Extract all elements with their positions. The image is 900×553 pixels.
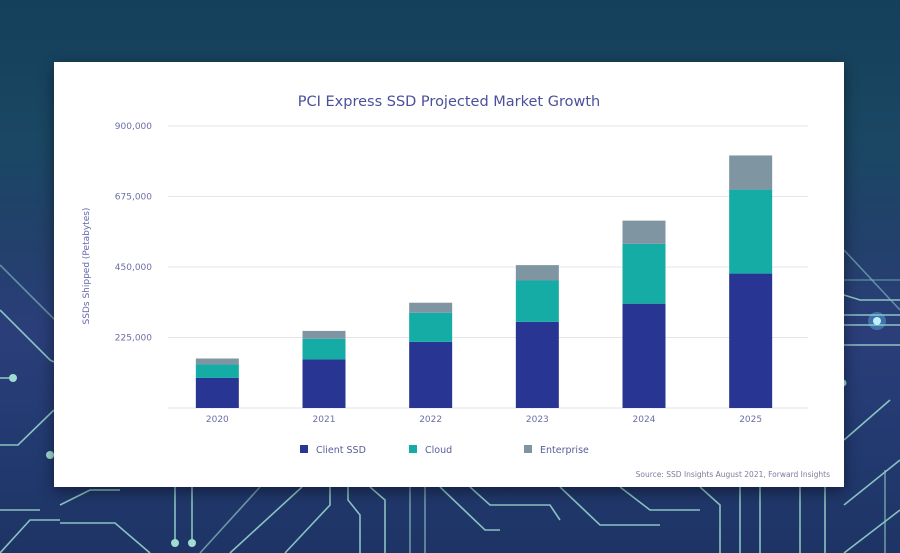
x-axis-ticks: 2020 2021 2022 2023 2024 2025 <box>206 415 762 425</box>
y-tick-label: 675,000 <box>115 193 152 203</box>
legend-swatch <box>300 445 308 453</box>
source-note: Source: SSD Insights August 2021, Forwar… <box>636 470 830 479</box>
bar-enterprise-2025 <box>729 155 773 190</box>
bar-stack-2024 <box>622 220 666 408</box>
bars <box>195 155 773 408</box>
bar-stack-2023 <box>515 265 559 408</box>
y-axis-ticks: 225,000 450,000 675,000 900,000 <box>115 122 152 344</box>
x-tick-label: 2021 <box>313 415 336 425</box>
x-tick-label: 2023 <box>526 415 549 425</box>
bar-enterprise-2021 <box>302 330 346 339</box>
x-tick-label: 2022 <box>419 415 442 425</box>
y-tick-label: 225,000 <box>115 334 152 344</box>
y-axis-label: SSDs Shipped (Petabytes) <box>82 208 92 325</box>
bar-cloud-2024 <box>622 243 666 304</box>
gridlines <box>168 125 808 409</box>
bar-cloud-2025 <box>729 189 773 274</box>
stacked-bar-chart: PCI Express SSD Projected Market Growth … <box>82 94 830 479</box>
bar-client-ssd-2020 <box>195 377 239 408</box>
bar-stack-2025 <box>729 155 773 408</box>
chart-title: PCI Express SSD Projected Market Growth <box>298 94 600 110</box>
y-tick-label: 900,000 <box>115 122 152 132</box>
bar-enterprise-2020 <box>195 358 239 365</box>
bar-client-ssd-2021 <box>302 359 346 408</box>
bar-enterprise-2023 <box>515 265 559 281</box>
bar-stack-2022 <box>409 302 453 408</box>
bar-cloud-2020 <box>195 364 239 378</box>
legend-label: Client SSD <box>316 445 366 456</box>
bar-enterprise-2024 <box>622 220 666 244</box>
bar-client-ssd-2023 <box>515 321 559 408</box>
bar-client-ssd-2025 <box>729 273 773 408</box>
bar-stack-2021 <box>302 330 346 408</box>
legend-item-cloud: Cloud <box>409 445 452 456</box>
legend-swatch <box>409 445 417 453</box>
legend-item-client-ssd: Client SSD <box>300 445 366 456</box>
bar-client-ssd-2024 <box>622 303 666 408</box>
x-tick-label: 2020 <box>206 415 229 425</box>
legend-label: Enterprise <box>540 445 589 456</box>
legend-item-enterprise: Enterprise <box>524 445 589 456</box>
bar-stack-2020 <box>195 358 239 408</box>
bar-cloud-2023 <box>515 280 559 322</box>
bar-cloud-2022 <box>409 312 453 342</box>
bar-client-ssd-2022 <box>409 341 453 408</box>
bar-enterprise-2022 <box>409 302 453 313</box>
x-tick-label: 2025 <box>739 415 762 425</box>
y-tick-label: 450,000 <box>115 263 152 273</box>
chart-card: PCI Express SSD Projected Market Growth … <box>54 62 844 487</box>
legend-label: Cloud <box>425 445 452 456</box>
x-tick-label: 2024 <box>633 415 656 425</box>
bar-cloud-2021 <box>302 338 346 360</box>
legend-swatch <box>524 445 532 453</box>
legend: Client SSD Cloud Enterprise <box>300 445 589 456</box>
